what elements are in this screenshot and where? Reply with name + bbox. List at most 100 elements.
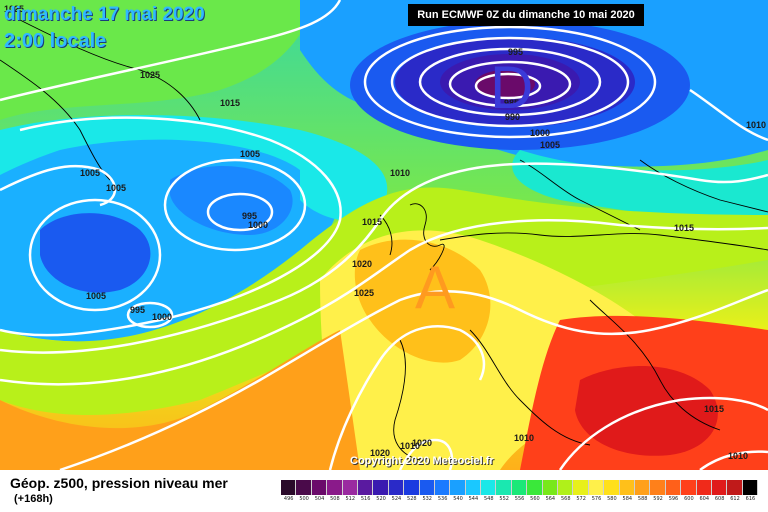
isobar-label: 1000 (248, 220, 268, 230)
legend-cell: 504 (311, 480, 328, 506)
legend-swatch (742, 480, 759, 495)
isobar-label: 1000 (530, 128, 550, 138)
legend-cell: 544 (465, 480, 482, 506)
legend-label: 544 (468, 496, 479, 502)
isobar-label: 1005 (80, 168, 100, 178)
legend-swatch (696, 480, 712, 495)
legend-swatch (481, 480, 497, 495)
forecast-time: 2:00 locale (4, 30, 107, 52)
legend-swatch (681, 480, 697, 495)
low-core-west (40, 213, 151, 293)
legend-cell: 596 (665, 480, 682, 506)
legend-swatch (634, 480, 651, 495)
legend-label: 540 (453, 496, 463, 502)
legend-label: 548 (484, 496, 494, 502)
legend-label: 552 (499, 496, 509, 502)
legend-label: 536 (437, 496, 448, 502)
legend-swatch (327, 480, 343, 495)
legend-label: 508 (330, 496, 340, 502)
high-pressure-marker: A (415, 254, 455, 321)
isobar-label: 990 (505, 112, 520, 122)
isobar-label: 1015 (704, 404, 724, 414)
legend-swatch (711, 480, 728, 495)
legend-cell: 560 (527, 480, 543, 506)
legend-label: 604 (699, 496, 710, 502)
legend-cell: 528 (404, 480, 420, 506)
legend-cell: 564 (542, 480, 559, 506)
isobar-label: 1025 (354, 288, 374, 298)
legend-cell: 604 (696, 480, 712, 506)
legend-cell: 556 (511, 480, 528, 506)
legend-swatch (542, 480, 559, 495)
legend-label: 572 (576, 496, 586, 502)
legend-swatch (527, 480, 543, 495)
legend-swatch (727, 480, 743, 495)
isobar-label: 995 (508, 47, 523, 57)
legend-cell: 592 (650, 480, 666, 506)
isobar-label: 1005 (106, 183, 126, 193)
legend-label: 580 (607, 496, 617, 502)
legend-swatch (404, 480, 420, 495)
legend-label: 524 (391, 496, 402, 502)
legend-cell: 580 (604, 480, 620, 506)
isobar-label: 1010 (390, 168, 410, 178)
forecast-date: dimanche 17 mai 2020 (4, 4, 205, 25)
legend-label: 528 (407, 496, 417, 502)
legend-cell: 516 (357, 480, 374, 506)
legend-cell: 588 (634, 480, 651, 506)
isobar-label: 1010 (400, 441, 420, 451)
pressure-map: 1025 1015 1005 1005 1005 995 1000 1005 9… (0, 0, 768, 470)
north-cyan-band (512, 150, 768, 219)
copyright-text: Copyright 2020 Meteociel.fr (350, 455, 494, 467)
isobar-label: 995 (242, 211, 257, 221)
isobars (0, 0, 768, 470)
isobar-label: 1020 (370, 448, 390, 458)
legend-cell: 496 (281, 480, 297, 506)
legend-cell: 600 (681, 480, 697, 506)
low-core-mid (170, 166, 293, 235)
legend-cell: 524 (388, 480, 405, 506)
isobar-label: 1005 (240, 149, 260, 159)
isobar-label: 1010 (514, 433, 534, 443)
legend-swatch (604, 480, 620, 495)
legend-label: 500 (299, 496, 309, 502)
legend-cell: 568 (558, 480, 574, 506)
legend-cell: 536 (434, 480, 451, 506)
legend-swatch (342, 480, 358, 495)
isobar-label: 1010 (728, 451, 748, 461)
legend-label: 560 (530, 496, 540, 502)
legend-swatch (450, 480, 466, 495)
isobar-label: 1005 (540, 140, 560, 150)
legend-cell: 500 (296, 480, 312, 506)
orange-ridge-core (354, 239, 491, 363)
legend-label: 616 (745, 496, 756, 502)
legend-swatch (511, 480, 528, 495)
top-left-green-region (0, 0, 320, 120)
legend-label: 584 (622, 496, 633, 502)
legend-label: 612 (730, 496, 740, 502)
legend-label: 564 (545, 496, 556, 502)
legend-cell: 520 (373, 480, 389, 506)
legend-label: 520 (376, 496, 386, 502)
legend-swatch (357, 480, 374, 495)
legend-cell: 616 (742, 480, 759, 506)
isobar-label-group: 1025 1015 1005 1005 1005 995 1000 1005 9… (4, 4, 766, 461)
footer-title: Géop. z500, pression niveau mer (10, 475, 228, 491)
atlantic-cyan-region (0, 115, 388, 221)
low-pressure-marker: D (490, 54, 533, 121)
legend-swatch (665, 480, 682, 495)
legend-swatch (588, 480, 605, 495)
isobar-label: 1015 (674, 223, 694, 233)
legend-swatch (296, 480, 312, 495)
legend-cell: 548 (481, 480, 497, 506)
legend-label: 600 (684, 496, 694, 502)
legend-swatch (496, 480, 512, 495)
legend-swatch (573, 480, 589, 495)
isobar-label: 1015 (220, 98, 240, 108)
legend-cell: 576 (588, 480, 605, 506)
legend-swatch (558, 480, 574, 495)
legend-label: 608 (714, 496, 725, 502)
legend-label: 556 (514, 496, 525, 502)
legend-label: 592 (653, 496, 663, 502)
